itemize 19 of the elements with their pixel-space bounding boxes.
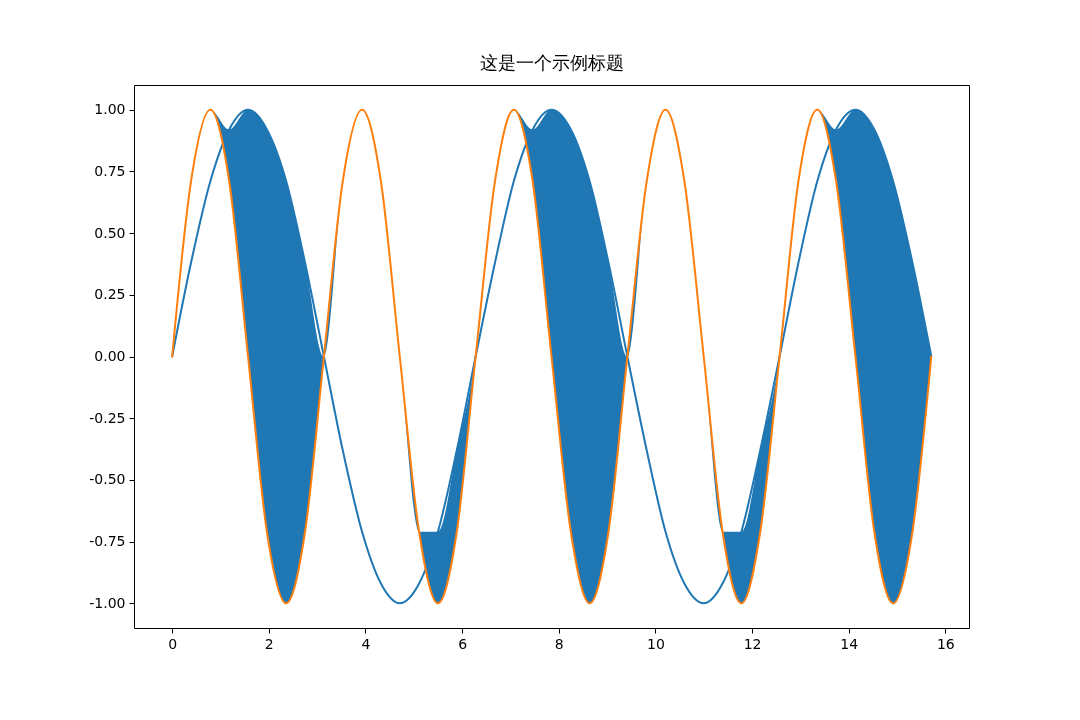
- y-tick-label: -0.75: [89, 533, 126, 550]
- x-tick-label: 4: [361, 635, 371, 652]
- x-tick-label: 6: [458, 635, 468, 652]
- y-tick-label: 0.25: [94, 286, 126, 303]
- y-tick-label: 0.00: [94, 348, 126, 364]
- x-tick-label: 2: [264, 635, 274, 652]
- y-tick-label: 0.50: [94, 224, 126, 241]
- x-tick-label: 12: [743, 635, 762, 652]
- y-tick-label: -0.25: [89, 409, 126, 426]
- y-tick-label: -1.00: [89, 594, 126, 611]
- y-tick-label: 1.00: [94, 101, 126, 118]
- chart-title: 这是一个示例标题: [479, 52, 624, 73]
- x-tick-label: 16: [936, 635, 955, 652]
- y-tick-label: 0.75: [94, 162, 126, 179]
- x-tick-label: 8: [554, 635, 564, 652]
- y-tick-label: -0.50: [89, 471, 126, 488]
- x-tick-label: 0: [168, 635, 178, 652]
- x-tick-label: 10: [646, 635, 665, 652]
- x-tick-label: 14: [840, 635, 859, 652]
